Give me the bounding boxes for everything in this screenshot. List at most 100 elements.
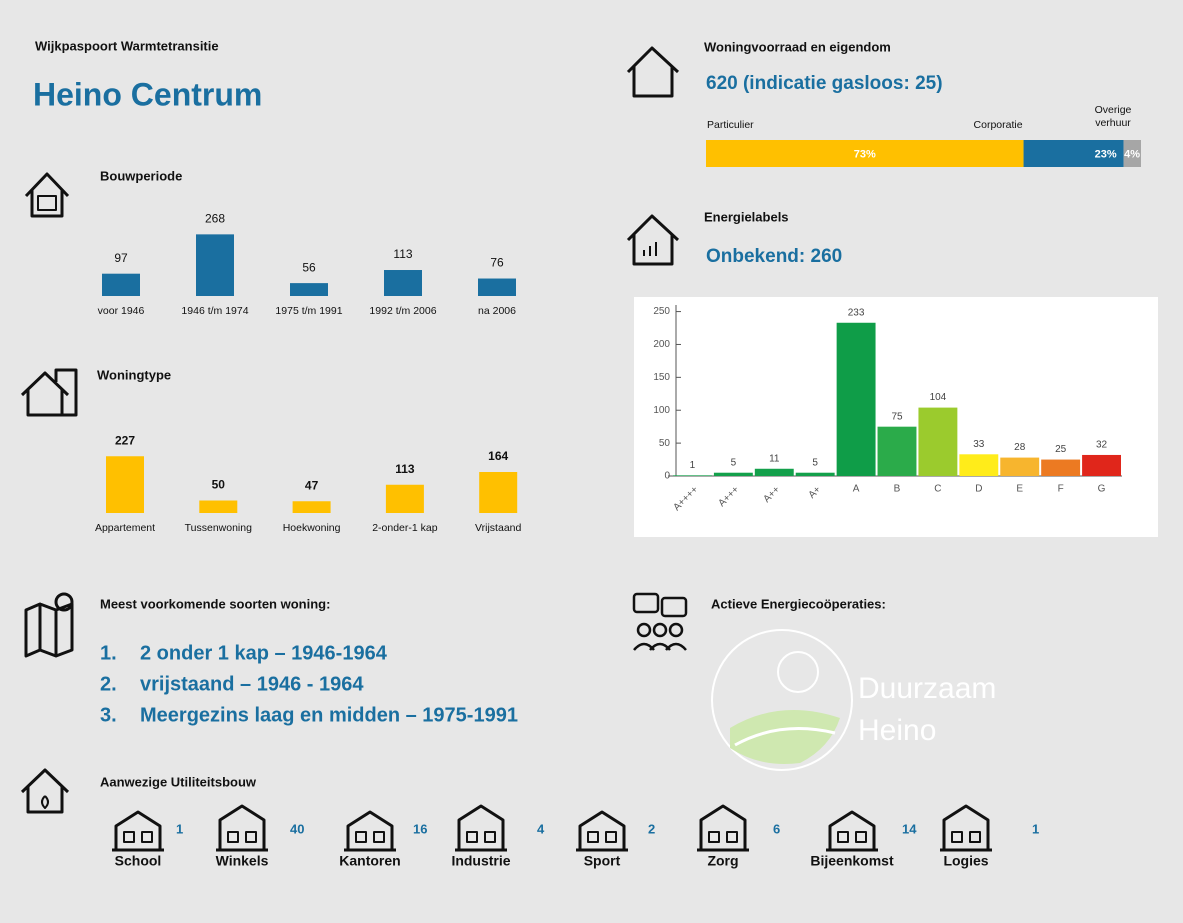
value-label: 113 [393, 247, 412, 261]
y-tick-label: 50 [659, 438, 671, 449]
bar [713, 472, 753, 476]
value-label: 4% [1124, 148, 1140, 160]
x-tick-label: F [1058, 484, 1064, 495]
value-label: 5 [812, 457, 818, 468]
section-title: Aanwezige Utiliteitsbouw [100, 774, 257, 789]
building-outline [940, 804, 992, 852]
icon-house-flat [20, 368, 78, 417]
value-label: 23% [1095, 148, 1117, 160]
building-name: Kantoren [339, 853, 400, 869]
building-count: 6 [773, 821, 780, 836]
list-item: 2 onder 1 kap – 1946-1964 [140, 642, 388, 664]
value-label: 113 [395, 462, 415, 476]
building-count: 1 [176, 821, 183, 836]
building-window [373, 831, 385, 843]
value-label: 76 [490, 256, 504, 270]
bar [384, 270, 422, 296]
legend-label: Particulier [707, 119, 754, 131]
list-number: 1. [100, 642, 117, 664]
building-outline [826, 810, 878, 852]
building-window [466, 831, 478, 843]
icon-house-calendar [24, 172, 70, 218]
value-label: 25 [1055, 444, 1067, 455]
logo-text: Heino [858, 714, 936, 747]
building-name: Logies [943, 853, 988, 869]
building-outline [455, 804, 507, 852]
category-label: 1975 t/m 1991 [275, 305, 342, 317]
building-name: Industrie [451, 853, 510, 869]
value-label: 97 [114, 251, 128, 265]
y-tick-label: 100 [653, 405, 670, 416]
building-icon [216, 804, 268, 852]
bar [1041, 459, 1081, 476]
building-window [355, 831, 367, 843]
building-window [605, 831, 617, 843]
building-window [708, 831, 720, 843]
chart-title: Bouwperiode [100, 168, 182, 183]
icon-map-pin [24, 592, 74, 658]
legend-label: Corporatie [974, 119, 1023, 131]
bar [836, 322, 876, 476]
x-tick-label: D [975, 484, 982, 495]
building-name: Bijeenkomst [810, 853, 894, 869]
building-count: 1 [1032, 821, 1039, 836]
category-label: 2-onder-1 kap [372, 522, 438, 534]
section-title: Actieve Energiecoöperaties: [711, 596, 886, 611]
value-label: 268 [205, 212, 225, 226]
building-outline [576, 810, 628, 852]
bar [959, 454, 999, 476]
bar [1000, 457, 1040, 476]
chart-subtitle: 620 (indicatie gasloos: 25) [706, 73, 943, 94]
bar [478, 278, 516, 296]
value-label: 50 [212, 478, 226, 492]
bar-segment [1123, 140, 1141, 167]
bar [290, 283, 328, 296]
value-label: 47 [305, 478, 319, 492]
x-tick-label: A [853, 484, 860, 495]
subtitle: Wijkpaspoort Warmtetransitie [35, 38, 219, 53]
value-label: 1 [690, 460, 696, 471]
chart-title: Energielabels [704, 209, 789, 224]
y-tick-label: 200 [653, 339, 670, 350]
bar [877, 426, 917, 476]
building-name: Sport [584, 853, 621, 869]
building-window [123, 831, 135, 843]
value-label: 233 [848, 307, 865, 318]
x-tick-label: C [934, 484, 941, 495]
building-name: Zorg [707, 853, 738, 869]
building-icon [826, 810, 878, 852]
bar [918, 407, 958, 476]
bar [479, 472, 518, 513]
building-icon [576, 810, 628, 852]
x-tick-label: G [1098, 484, 1106, 495]
list-item: vrijstaand – 1946 - 1964 [140, 673, 364, 695]
y-tick-label: 150 [653, 372, 670, 383]
logo-text: Duurzaam [858, 672, 996, 705]
building-count: 40 [290, 821, 304, 836]
x-tick-label: B [894, 484, 901, 495]
bar [106, 456, 144, 513]
chart-panel [634, 297, 1158, 537]
category-label: 1992 t/m 2006 [369, 305, 436, 317]
list-number: 2. [100, 673, 117, 695]
list-item: Meergezins laag en midden – 1975-1991 [140, 704, 518, 726]
legend-label: Overige verhuur [1094, 104, 1132, 129]
category-label: 1946 t/m 1974 [181, 305, 248, 317]
chart-subtitle: Onbekend: 260 [706, 246, 842, 267]
bar-segment [1023, 140, 1124, 167]
section-title: Meest voorkomende soorten woning: [100, 596, 330, 611]
building-window [726, 831, 738, 843]
value-label: 73% [854, 148, 876, 160]
category-label: Appartement [95, 522, 155, 534]
value-label: 11 [769, 453, 780, 464]
category-label: Hoekwoning [283, 522, 341, 534]
list-number: 3. [100, 704, 117, 726]
building-window [227, 831, 239, 843]
building-outline [216, 804, 268, 852]
icon-house-chart [626, 214, 680, 266]
value-label: 227 [115, 433, 135, 447]
value-label: 104 [930, 392, 947, 403]
building-count: 14 [902, 821, 917, 836]
